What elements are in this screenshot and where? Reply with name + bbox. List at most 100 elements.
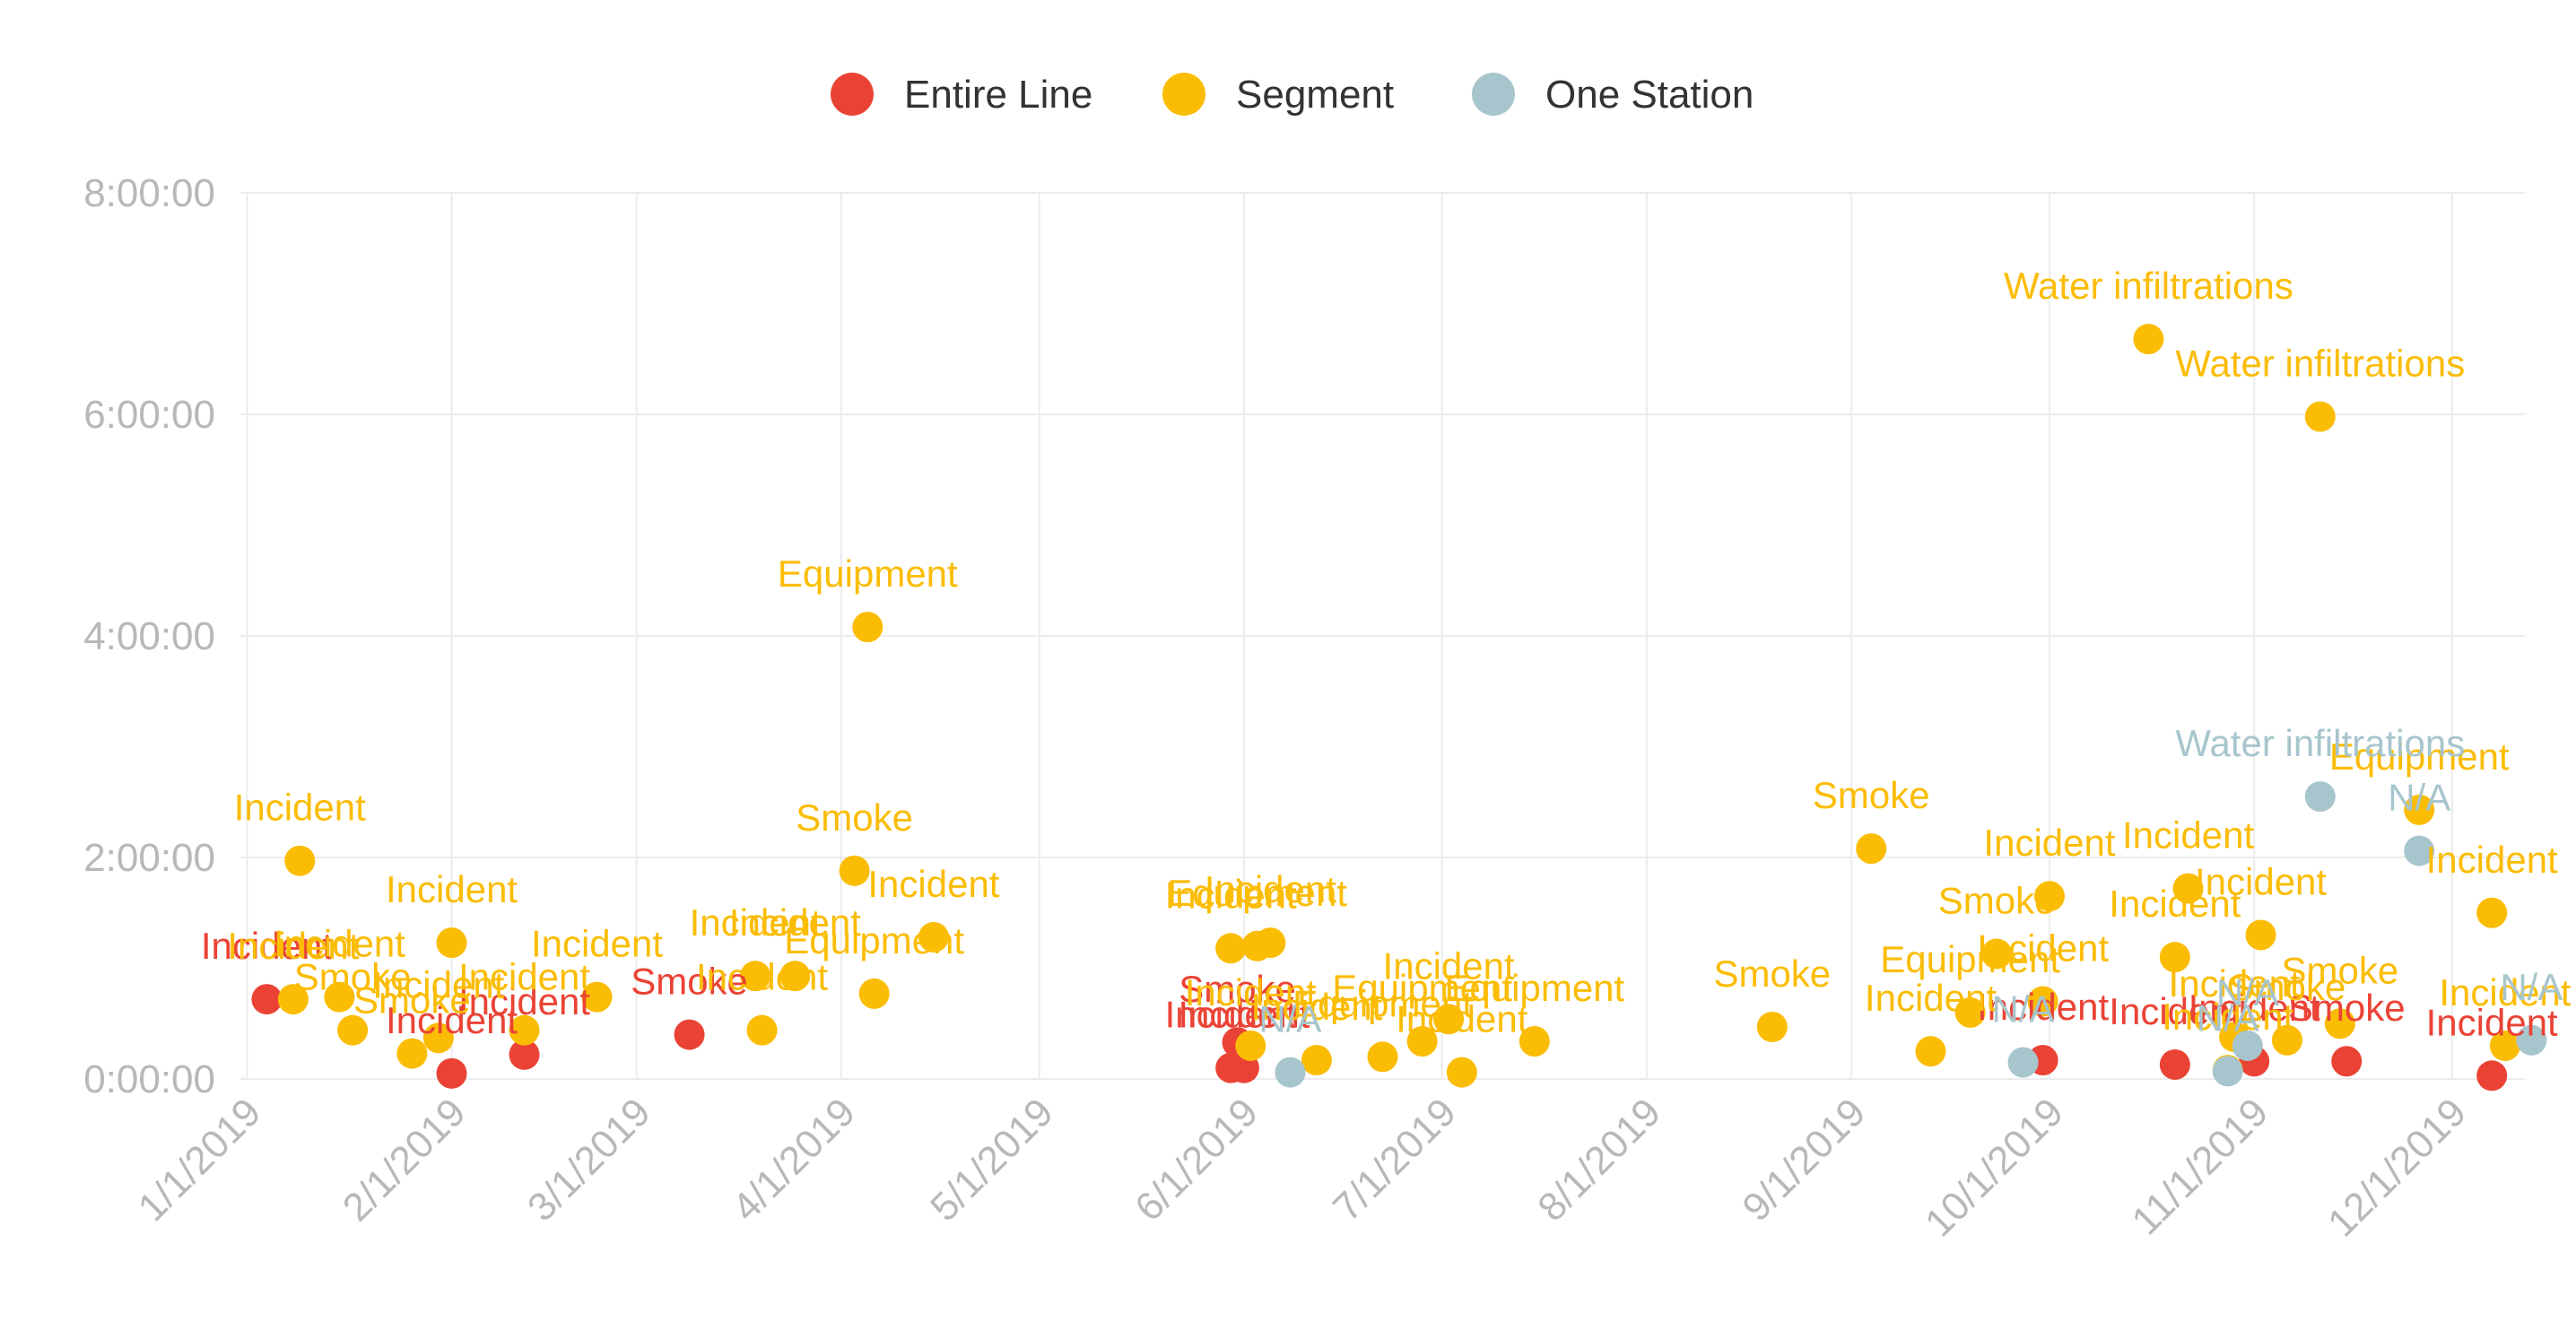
data-label: Smoke [1938, 879, 2056, 921]
data-point[interactable] [2245, 919, 2276, 951]
data-point[interactable] [436, 927, 467, 959]
data-label: Equipment [1292, 982, 1473, 1024]
data-point[interactable] [337, 1014, 369, 1046]
data-point[interactable] [277, 984, 309, 1015]
data-label: Incident [1977, 986, 2109, 1028]
data-point[interactable] [779, 961, 811, 992]
data-label: Smoke [796, 796, 913, 839]
data-label: Smoke [631, 961, 748, 1003]
data-label: Incident [2162, 996, 2293, 1038]
data-label: Incident [2122, 814, 2254, 857]
data-point[interactable] [1275, 1057, 1306, 1088]
data-label: Smoke [1713, 953, 1831, 995]
data-point[interactable] [2304, 781, 2336, 813]
data-point[interactable] [2476, 897, 2508, 928]
data-point[interactable] [581, 981, 613, 1013]
x-tick-label: 12/1/2019 [2319, 1090, 2475, 1245]
data-point[interactable] [852, 612, 883, 643]
data-point[interactable] [2232, 1030, 2263, 1061]
data-label: Incident [729, 901, 861, 944]
data-point[interactable] [324, 981, 355, 1013]
data-point[interactable] [2212, 1056, 2243, 1087]
data-point[interactable] [1981, 938, 2013, 970]
x-tick-label: 11/1/2019 [2124, 1090, 2277, 1243]
data-point[interactable] [1433, 1004, 1465, 1035]
data-point[interactable] [2033, 881, 2065, 912]
data-label: Incident [867, 863, 999, 905]
data-point[interactable] [2516, 1024, 2547, 1056]
data-point[interactable] [2172, 873, 2204, 904]
data-point[interactable] [251, 984, 283, 1015]
data-point[interactable] [918, 921, 949, 953]
data-point[interactable] [1954, 996, 1986, 1028]
data-point[interactable] [1367, 1041, 1398, 1073]
data-point[interactable] [436, 1057, 467, 1089]
data-point[interactable] [746, 1014, 778, 1046]
data-point[interactable] [2404, 794, 2435, 825]
y-tick-label: 4:00:00 [83, 614, 215, 658]
y-tick-label: 8:00:00 [83, 171, 215, 215]
y-tick-label: 2:00:00 [83, 836, 215, 880]
data-label: Incident [1250, 986, 1382, 1028]
data-point[interactable] [1519, 1026, 1550, 1057]
data-point[interactable] [1215, 933, 1247, 964]
x-tick-label: 1/1/2019 [130, 1090, 270, 1230]
data-point[interactable] [2027, 986, 2058, 1017]
data-point[interactable] [422, 1022, 454, 1054]
data-label: Incident [2426, 1001, 2558, 1043]
data-label: Incident [2426, 839, 2558, 881]
data-point[interactable] [509, 1039, 540, 1070]
data-point[interactable] [1856, 833, 1887, 865]
data-label: Incident [2169, 962, 2301, 1005]
data-point[interactable] [2304, 401, 2336, 432]
data-point[interactable] [858, 978, 890, 1009]
data-point[interactable] [2476, 1060, 2508, 1092]
x-tick-label: 8/1/2019 [1529, 1090, 1669, 1230]
data-point[interactable] [284, 845, 316, 876]
data-point[interactable] [2489, 1030, 2520, 1061]
data-label: Incident [372, 963, 504, 1005]
data-point[interactable] [2271, 1024, 2302, 1056]
x-tick-label: 7/1/2019 [1325, 1090, 1465, 1230]
data-point[interactable] [1406, 1026, 1438, 1057]
legend-label: Entire Line [904, 73, 1092, 117]
data-label: N/A [2216, 971, 2279, 1013]
data-point[interactable] [2331, 1046, 2363, 1077]
data-point[interactable] [1756, 1011, 1788, 1042]
data-label: Water infiltrations [2175, 722, 2465, 764]
data-point[interactable] [1235, 1030, 1266, 1061]
data-label: Equipment [1332, 967, 1512, 1009]
data-point[interactable] [740, 961, 771, 992]
data-label: Equipment [1880, 938, 2060, 980]
data-point[interactable] [2404, 835, 2435, 866]
data-point[interactable] [2324, 1008, 2355, 1040]
data-point[interactable] [1301, 1045, 1332, 1076]
data-label: Equipment [2329, 735, 2510, 778]
data-point[interactable] [509, 1014, 540, 1046]
data-point[interactable] [2159, 1048, 2190, 1080]
data-label: Incident [696, 956, 828, 998]
legend-marker [1472, 73, 1515, 116]
data-point[interactable] [396, 1038, 428, 1069]
data-point[interactable] [674, 1019, 705, 1050]
data-label: Smoke [294, 956, 412, 998]
data-label: Water infiltrations [2004, 265, 2293, 307]
data-point[interactable] [2007, 1047, 2039, 1078]
data-label: Incident [1396, 998, 1527, 1040]
data-label: Equipment [778, 552, 958, 595]
data-label: Incident [234, 787, 366, 829]
data-label: N/A [2500, 966, 2563, 1008]
data-label: Incident [2439, 971, 2571, 1013]
data-label: Incident [274, 923, 405, 965]
data-label: Incident [1178, 994, 1310, 1036]
data-point[interactable] [1915, 1036, 1946, 1067]
data-point[interactable] [1446, 1057, 1477, 1088]
data-label: Incident [1205, 868, 1336, 910]
data-label: Incident [2109, 883, 2241, 925]
data-point[interactable] [2159, 942, 2190, 973]
data-point[interactable] [839, 855, 870, 886]
data-point[interactable] [1255, 927, 1286, 959]
y-tick-label: 6:00:00 [83, 393, 215, 437]
data-point[interactable] [2133, 324, 2164, 355]
